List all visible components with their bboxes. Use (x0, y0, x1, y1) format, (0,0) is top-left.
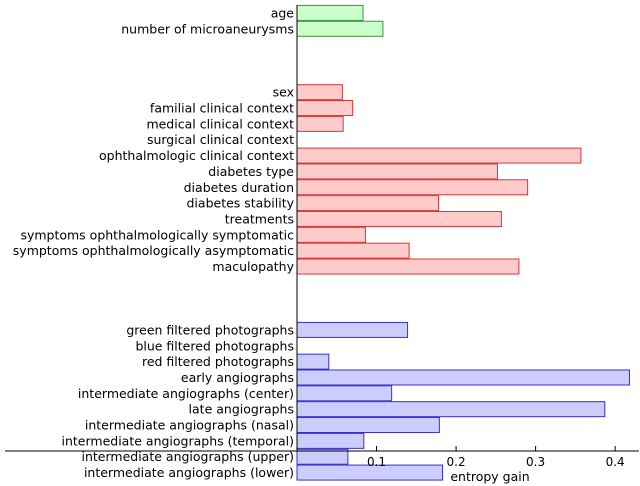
bar (296, 100, 354, 117)
bar (296, 385, 393, 402)
category-label: symptoms ophthalmologically symptomatic (20, 227, 294, 242)
bar (296, 4, 364, 21)
x-tick-label: 0.2 (447, 455, 466, 469)
bar (296, 448, 349, 465)
bar (296, 115, 344, 132)
bar (296, 20, 384, 37)
x-tick-label: 0.3 (526, 455, 545, 469)
bar (296, 242, 410, 259)
category-label: familial clinical context (150, 101, 294, 116)
bar (296, 163, 498, 180)
category-label: red filtered photographs (142, 354, 294, 369)
category-label: ophthalmologic clinical context (99, 148, 294, 163)
category-label: intermediate angiographs (lower) (84, 465, 294, 480)
x-tick-label: 0.1 (367, 455, 386, 469)
category-label: surgical clinical context (147, 132, 294, 147)
bar (296, 369, 630, 386)
category-label: medical clinical context (146, 116, 294, 131)
category-label: intermediate angiographs (center) (78, 386, 294, 401)
category-label: intermediate angiographs (nasal) (85, 418, 294, 433)
category-label: treatments (225, 211, 294, 226)
bar (296, 432, 365, 449)
bar (296, 226, 366, 243)
bar (296, 417, 440, 434)
category-label: number of microaneurysms (121, 21, 294, 36)
category-label: diabetes stability (187, 196, 295, 211)
bar (296, 147, 582, 164)
category-label: sex (273, 85, 294, 100)
bar (296, 464, 444, 481)
bar (296, 353, 330, 370)
bar (296, 195, 440, 212)
bar (296, 84, 343, 101)
bar (296, 401, 606, 418)
category-label: early angiographs (181, 370, 294, 385)
category-label: age (271, 5, 295, 20)
bars-layer (296, 4, 630, 481)
category-label: intermediate angiographs (upper) (82, 449, 295, 464)
bar (296, 321, 409, 338)
x-axis-label: entropy gain (450, 469, 529, 484)
category-label: diabetes type (208, 164, 294, 179)
bar (296, 258, 520, 275)
category-label: late angiographs (189, 402, 294, 417)
x-ticks: 0.1 0.2 0.3 0.4 (367, 446, 625, 469)
category-label: diabetes duration (184, 180, 294, 195)
category-label: green filtered photographs (126, 322, 294, 337)
category-label: blue filtered photographs (135, 338, 294, 353)
bar (296, 210, 502, 227)
x-tick-label: 0.4 (606, 455, 625, 469)
category-label: symptoms ophthalmologically asymptomatic (13, 243, 294, 258)
category-label: intermediate angiographs (temporal) (62, 433, 295, 448)
bar (296, 179, 529, 196)
category-label: maculopathy (212, 259, 294, 274)
